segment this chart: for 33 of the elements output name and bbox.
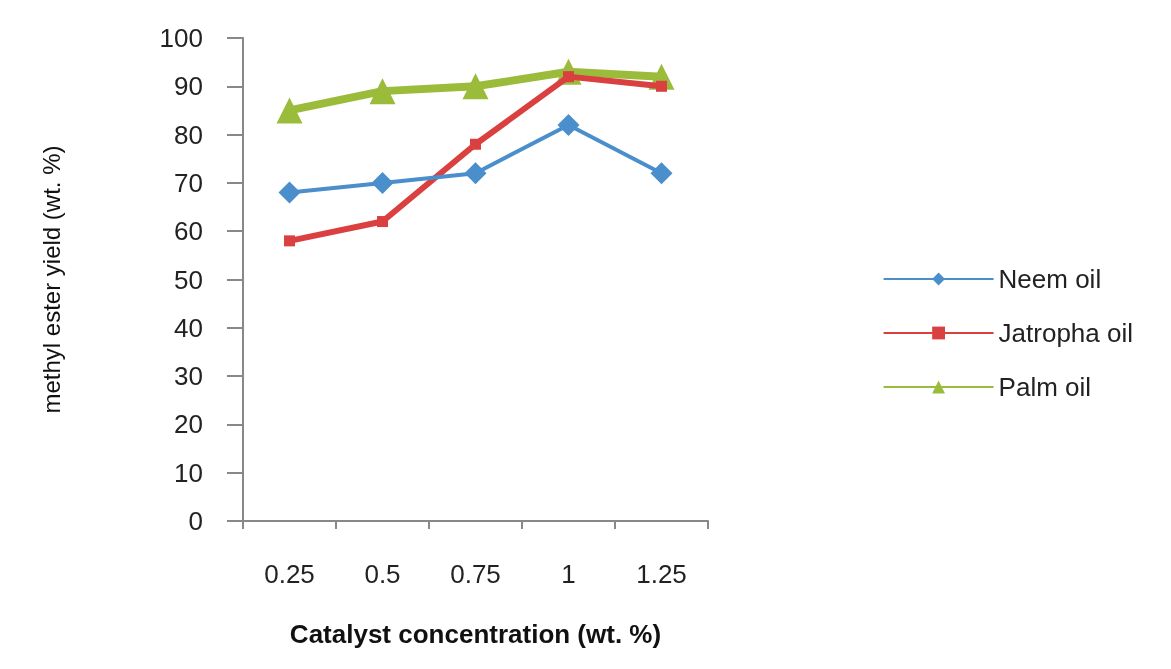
legend-label: Jatropha oil	[998, 318, 1133, 348]
y-tick-label: 90	[174, 71, 203, 102]
y-tick-label: 70	[174, 167, 203, 198]
point	[656, 80, 667, 92]
x-axis-title: Catalyst concentration (wt. %)	[289, 619, 662, 649]
point	[371, 171, 394, 194]
point	[284, 235, 295, 247]
x-tick-label: 0.25	[264, 559, 315, 589]
point	[276, 97, 303, 124]
y-axis-title: methyl ester yield (wt. %)	[37, 145, 65, 414]
y-tick-label: 50	[174, 264, 203, 295]
point	[462, 73, 489, 100]
point	[470, 138, 481, 150]
point	[557, 113, 580, 136]
point	[464, 162, 487, 185]
y-tick-label: 0	[188, 506, 203, 536]
legend-label: Palm oil	[998, 372, 1092, 402]
y-tick-label: 30	[174, 361, 203, 392]
y-tick-label: 80	[174, 119, 203, 150]
y-tick-label: 10	[174, 457, 203, 488]
y-tick-label: 40	[174, 312, 203, 343]
legend-label: Neem oil	[998, 264, 1102, 294]
x-tick-label: 1.25	[636, 559, 687, 589]
y-tick-label: 60	[174, 216, 203, 247]
point	[369, 78, 396, 105]
x-tick-label: 0.5	[364, 559, 401, 589]
x-tick-label: 0.75	[450, 559, 501, 589]
point	[278, 181, 301, 204]
y-tick-label: 100	[159, 23, 203, 53]
y-tick-label: 20	[174, 409, 203, 440]
point	[650, 162, 673, 185]
x-tick-label: 1	[561, 559, 576, 589]
point	[377, 216, 388, 228]
